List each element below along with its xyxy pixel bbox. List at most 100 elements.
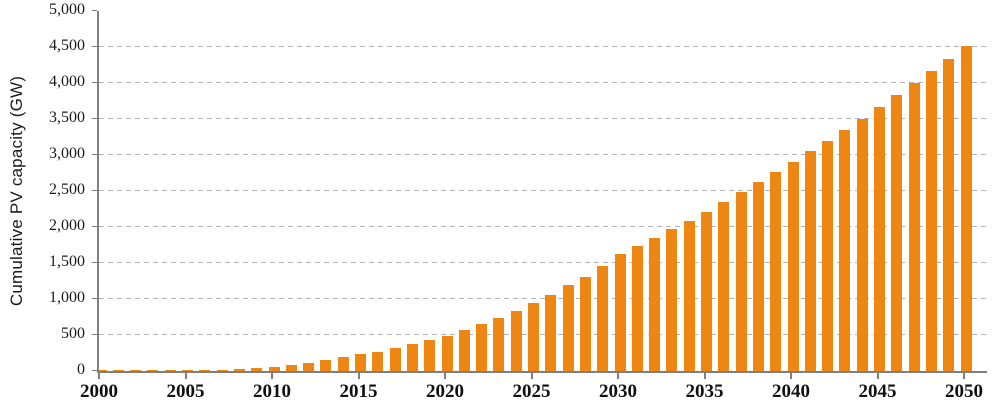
y-tick-label-0: 0 — [77, 361, 85, 378]
x-tick-mark-2035 — [703, 373, 706, 379]
bar-2028 — [579, 276, 591, 371]
y-tick-label-1500: 1,500 — [49, 253, 85, 270]
bar-2008 — [233, 369, 245, 371]
bar-2019 — [424, 340, 436, 371]
bar-2005 — [182, 370, 193, 371]
bar-2029 — [597, 265, 609, 371]
plot-area — [97, 11, 987, 373]
gridline-1000 — [99, 298, 987, 299]
bar-2041 — [804, 151, 816, 371]
bar-2002 — [130, 370, 142, 371]
x-tick-label-2030: 2030 — [599, 381, 637, 402]
bar-2026 — [545, 294, 557, 371]
gridline-1500 — [99, 262, 987, 263]
bar-2018 — [406, 344, 418, 371]
bar-2036 — [718, 201, 730, 371]
bar-2009 — [251, 368, 263, 371]
bar-2032 — [649, 237, 661, 371]
x-tick-mark-2020 — [444, 373, 446, 379]
gridline-2500 — [99, 190, 987, 191]
bar-2020 — [441, 336, 453, 371]
bar-2048 — [925, 70, 937, 371]
bar-2031 — [631, 246, 643, 371]
bar-2001 — [112, 370, 124, 371]
bar-2027 — [562, 285, 574, 371]
bar-2021 — [458, 329, 470, 371]
x-tick-mark-2015 — [357, 373, 360, 379]
y-tick-mark-2500 — [92, 190, 97, 191]
y-tick-mark-500 — [92, 334, 97, 335]
x-tick-label-2015: 2015 — [339, 381, 378, 402]
bar-2046 — [891, 95, 903, 371]
bar-2049 — [943, 58, 955, 371]
bar-2030 — [614, 253, 626, 371]
y-tick-mark-0 — [92, 370, 97, 371]
x-tick-label-2020: 2020 — [426, 381, 464, 402]
bar-2006 — [199, 370, 211, 371]
x-tick-mark-2005 — [184, 373, 187, 379]
bar-2045 — [874, 107, 885, 371]
gridline-3500 — [99, 118, 987, 119]
x-tick-mark-2000 — [98, 373, 100, 379]
bar-2010 — [268, 367, 280, 371]
bar-2013 — [320, 359, 332, 371]
y-tick-mark-5000 — [92, 10, 97, 11]
gridline-4000 — [99, 82, 987, 83]
y-tick-label-3500: 3,500 — [49, 109, 85, 126]
x-tick-mark-2050 — [963, 373, 965, 379]
bar-2025 — [528, 303, 539, 371]
bar-2039 — [770, 172, 782, 371]
bar-2004 — [164, 370, 176, 371]
bar-2003 — [147, 370, 159, 371]
x-tick-label-2050: 2050 — [945, 381, 983, 402]
bar-2024 — [510, 310, 522, 371]
bar-2043 — [839, 129, 851, 371]
bar-2040 — [787, 162, 799, 371]
y-tick-mark-3000 — [92, 154, 97, 155]
bar-2016 — [372, 351, 384, 371]
y-tick-label-4500: 4,500 — [49, 37, 85, 54]
x-tick-mark-2040 — [790, 373, 792, 379]
bar-2000 — [99, 370, 107, 371]
y-tick-mark-1000 — [92, 298, 97, 299]
bar-2022 — [476, 324, 488, 371]
y-tick-label-1000: 1,000 — [49, 289, 85, 306]
bar-2037 — [735, 191, 747, 371]
y-tick-mark-2000 — [92, 226, 97, 227]
bar-2034 — [683, 220, 695, 371]
bar-2050 — [960, 45, 972, 371]
gridline-3000 — [99, 154, 987, 155]
bar-2023 — [493, 317, 505, 371]
x-tick-label-2035: 2035 — [685, 381, 724, 402]
x-tick-mark-2025 — [530, 373, 533, 379]
bar-2042 — [822, 140, 834, 371]
y-tick-label-4000: 4,000 — [49, 73, 85, 90]
gridline-4500 — [99, 46, 987, 47]
x-tick-label-2045: 2045 — [858, 381, 897, 402]
x-tick-mark-2030 — [617, 373, 619, 379]
y-tick-label-2500: 2,500 — [49, 181, 85, 198]
y-tick-mark-1500 — [92, 262, 97, 263]
y-tick-label-5000: 5,000 — [49, 1, 85, 18]
x-tick-label-2010: 2010 — [253, 381, 291, 402]
bar-2011 — [285, 364, 297, 371]
bar-2012 — [303, 362, 315, 371]
bar-2033 — [666, 229, 678, 371]
y-tick-label-2000: 2,000 — [49, 217, 85, 234]
y-tick-mark-4000 — [92, 82, 97, 83]
bar-2014 — [337, 357, 349, 371]
x-tick-mark-2045 — [876, 373, 879, 379]
x-tick-mark-2010 — [271, 373, 273, 379]
bar-2007 — [216, 369, 228, 371]
x-tick-label-2000: 2000 — [80, 381, 118, 402]
bar-2015 — [355, 354, 366, 371]
y-tick-mark-3500 — [92, 118, 97, 119]
x-tick-label-2025: 2025 — [512, 381, 551, 402]
bar-2044 — [856, 119, 868, 371]
y-tick-mark-4500 — [92, 46, 97, 47]
y-tick-label-500: 500 — [61, 325, 85, 342]
x-tick-label-2040: 2040 — [772, 381, 810, 402]
bar-2017 — [389, 347, 401, 371]
x-tick-label-2005: 2005 — [166, 381, 205, 402]
